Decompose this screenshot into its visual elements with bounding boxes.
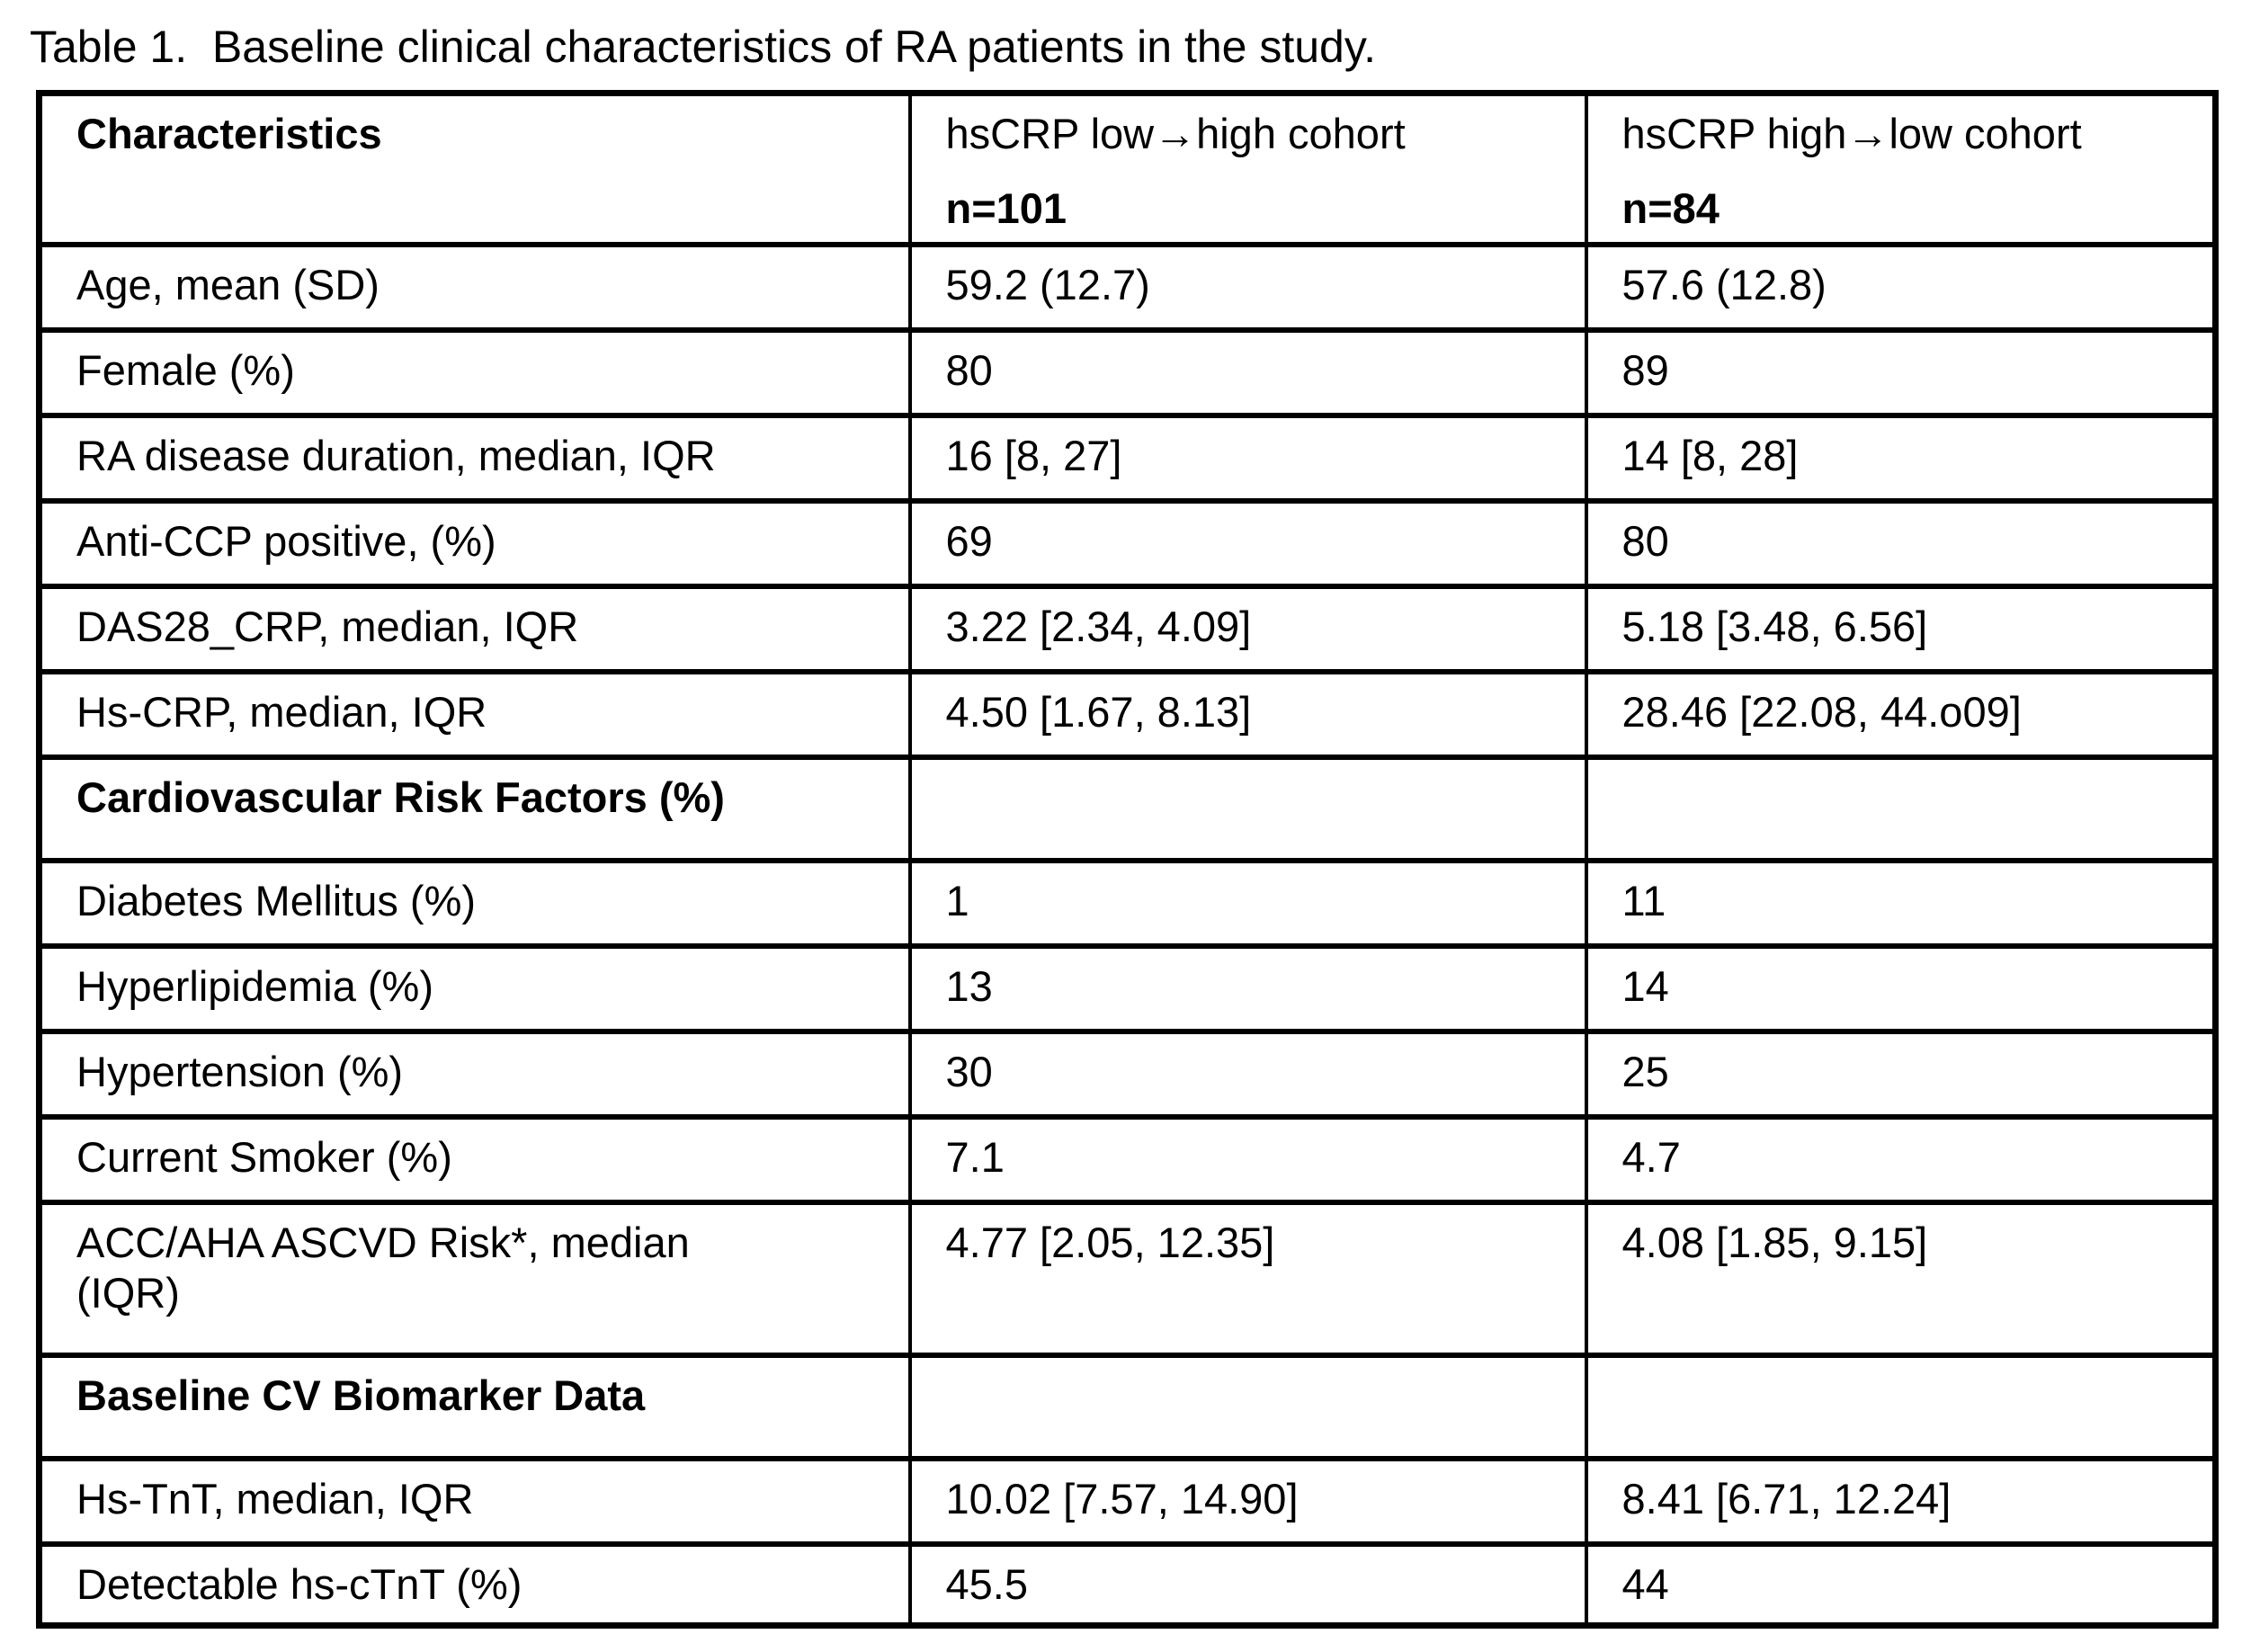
table-row: ACC/AHA ASCVD Risk*, median (IQR) 4.77 [… xyxy=(37,1200,2218,1359)
cell-value: 80 xyxy=(1584,498,2218,590)
row-label: Anti-CCP positive, (%) xyxy=(37,498,912,590)
page-title: Table 1. Baseline clinical characteristi… xyxy=(30,22,1377,72)
cell-value: 14 [8, 28] xyxy=(1584,413,2218,505)
cell-value: 5.18 [3.48, 6.56] xyxy=(1584,584,2218,675)
row-label-line1: ACC/AHA ASCVD Risk*, median xyxy=(76,1219,690,1267)
table-row: Age, mean (SD) 59.2 (12.7) 57.6 (12.8) xyxy=(37,242,2218,334)
row-label: Hypertension (%) xyxy=(37,1029,912,1121)
table-row: Female (%) 80 89 xyxy=(37,327,2218,419)
cell-value: 13 xyxy=(907,943,1588,1035)
cell-value: 25 xyxy=(1584,1029,2218,1121)
cell-value: 3.22 [2.34, 4.09] xyxy=(907,584,1588,675)
row-label: DAS28_CRP, median, IQR xyxy=(37,584,912,675)
table-row: Current Smoker (%) 7.1 4.7 xyxy=(37,1114,2218,1206)
cohort-n-count: n=84 xyxy=(1621,183,1719,232)
table-row: Hypertension (%) 30 25 xyxy=(37,1029,2218,1121)
cell-value xyxy=(907,755,1588,864)
table-row: Hyperlipidemia (%) 13 14 xyxy=(37,943,2218,1035)
cell-value: 4.7 xyxy=(1584,1114,2218,1206)
cell-value: 4.50 [1.67, 8.13] xyxy=(907,669,1588,761)
row-label: Hyperlipidemia (%) xyxy=(37,943,912,1035)
cell-value: 57.6 (12.8) xyxy=(1584,242,2218,334)
cell-value: 44 xyxy=(1584,1541,2218,1629)
cell-value: 45.5 xyxy=(907,1541,1588,1629)
cell-value: 4.08 [1.85, 9.15] xyxy=(1584,1200,2218,1359)
table-row: Diabetes Mellitus (%) 1 11 xyxy=(37,858,2218,950)
cell-value: 1 xyxy=(907,858,1588,950)
cell-value xyxy=(1584,755,2218,864)
row-label: Hs-TnT, median, IQR xyxy=(37,1456,912,1548)
table-row: Hs-TnT, median, IQR 10.02 [7.57, 14.90] … xyxy=(37,1456,2218,1548)
column-header-cohort-low-high: hsCRP low→high cohort n=101 xyxy=(907,89,1588,248)
row-label: Hs-CRP, median, IQR xyxy=(37,669,912,761)
cell-value: 14 xyxy=(1584,943,2218,1035)
characteristics-table: Characteristics hsCRP low→high cohort n=… xyxy=(36,89,2219,1629)
cell-value: 16 [8, 27] xyxy=(907,413,1588,505)
table-row: RA disease duration, median, IQR 16 [8, … xyxy=(37,413,2218,505)
row-label: ACC/AHA ASCVD Risk*, median (IQR) xyxy=(37,1200,912,1359)
section-header-label: Cardiovascular Risk Factors (%) xyxy=(37,755,912,864)
cell-value: 7.1 xyxy=(907,1114,1588,1206)
cell-value: 10.02 [7.57, 14.90] xyxy=(907,1456,1588,1548)
row-label: Diabetes Mellitus (%) xyxy=(37,858,912,950)
row-label: Detectable hs-cTnT (%) xyxy=(37,1541,912,1629)
section-header-row: Baseline CV Biomarker Data xyxy=(37,1353,2218,1462)
row-label: Age, mean (SD) xyxy=(37,242,912,334)
cell-value: 11 xyxy=(1584,858,2218,950)
row-label: Female (%) xyxy=(37,327,912,419)
section-header-label: Baseline CV Biomarker Data xyxy=(37,1353,912,1462)
cell-value: 4.77 [2.05, 12.35] xyxy=(907,1200,1588,1359)
table-row: Anti-CCP positive, (%) 69 80 xyxy=(37,498,2218,590)
column-header-label: hsCRP high→low cohort xyxy=(1621,109,2082,157)
row-label: RA disease duration, median, IQR xyxy=(37,413,912,505)
table-row: DAS28_CRP, median, IQR 3.22 [2.34, 4.09]… xyxy=(37,584,2218,675)
cell-value xyxy=(1584,1353,2218,1462)
cell-value: 8.41 [6.71, 12.24] xyxy=(1584,1456,2218,1548)
table-row: Hs-CRP, median, IQR 4.50 [1.67, 8.13] 28… xyxy=(37,669,2218,761)
table-header-row: Characteristics hsCRP low→high cohort n=… xyxy=(37,89,2218,248)
column-header-characteristics: Characteristics xyxy=(37,89,912,248)
cell-value: 28.46 [22.08, 44.o09] xyxy=(1584,669,2218,761)
cohort-n-count: n=101 xyxy=(945,183,1067,232)
column-header-label: hsCRP low→high cohort xyxy=(945,109,1406,157)
cell-value: 30 xyxy=(907,1029,1588,1121)
cell-value: 89 xyxy=(1584,327,2218,419)
row-label: Current Smoker (%) xyxy=(37,1114,912,1206)
cell-value: 59.2 (12.7) xyxy=(907,242,1588,334)
column-header-label: Characteristics xyxy=(76,109,382,157)
cell-value: 69 xyxy=(907,498,1588,590)
cell-value xyxy=(907,1353,1588,1462)
table-row: Detectable hs-cTnT (%) 45.5 44 xyxy=(37,1541,2218,1629)
column-header-cohort-high-low: hsCRP high→low cohort n=84 xyxy=(1584,89,2218,248)
section-header-row: Cardiovascular Risk Factors (%) xyxy=(37,755,2218,864)
row-label-line2: (IQR) xyxy=(76,1268,180,1317)
cell-value: 80 xyxy=(907,327,1588,419)
